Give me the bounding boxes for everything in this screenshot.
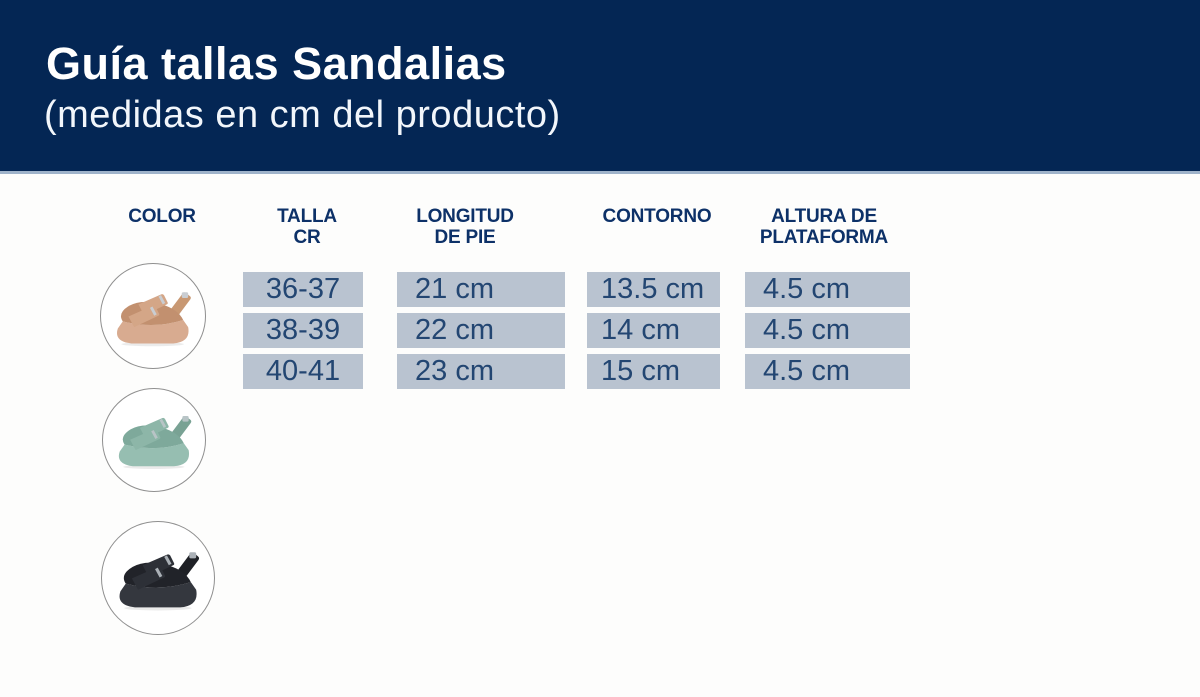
cell-altura-row2: 4.5 cm	[745, 313, 910, 348]
column-header-longitud-line2: DE PIE	[434, 227, 496, 248]
cell-altura-row1: 4.5 cm	[745, 272, 910, 307]
header-banner: Guía tallas Sandalias (medidas en cm del…	[0, 0, 1200, 174]
sandal-verde-image	[119, 416, 192, 470]
cell-longitud-row1: 21 cm	[397, 272, 565, 307]
page-subtitle: (medidas en cm del producto)	[44, 94, 561, 136]
column-header-longitud-line1: LONGITUD	[416, 206, 514, 227]
column-header-contorno: CONTORNO	[587, 206, 727, 227]
column-header-altura-line1: ALTURA DE	[771, 206, 877, 227]
product-color-negro-circle	[101, 521, 215, 635]
column-header-talla-line1: TALLA	[277, 206, 337, 227]
product-color-verde-circle	[102, 388, 206, 492]
column-header-color: COLOR	[112, 206, 212, 227]
sandal-nude-image	[117, 291, 192, 346]
sandal-negro-image	[119, 551, 200, 611]
cell-contorno-row3: 15 cm	[587, 354, 720, 389]
cell-altura-row3: 4.5 cm	[745, 354, 910, 389]
column-header-altura-de-plataforma: ALTURA DE PLATAFORMA	[750, 206, 898, 248]
cell-longitud-row3: 23 cm	[397, 354, 565, 389]
cell-talla-row3: 40-41	[243, 354, 363, 389]
column-header-color-line1: COLOR	[128, 206, 196, 227]
column-header-altura-line2: PLATAFORMA	[759, 227, 889, 248]
column-header-talla-line2: CR	[293, 227, 321, 248]
cell-talla-row2: 38-39	[243, 313, 363, 348]
cell-talla-row1: 36-37	[243, 272, 363, 307]
product-color-nude-circle	[100, 263, 206, 369]
column-header-contorno-line1: CONTORNO	[602, 206, 712, 227]
cell-longitud-row2: 22 cm	[397, 313, 565, 348]
column-header-talla-cr: TALLA CR	[247, 206, 367, 248]
cell-contorno-row1: 13.5 cm	[587, 272, 720, 307]
cell-contorno-row2: 14 cm	[587, 313, 720, 348]
page-title: Guía tallas Sandalias	[46, 38, 507, 89]
column-header-longitud-de-pie: LONGITUD DE PIE	[395, 206, 535, 248]
